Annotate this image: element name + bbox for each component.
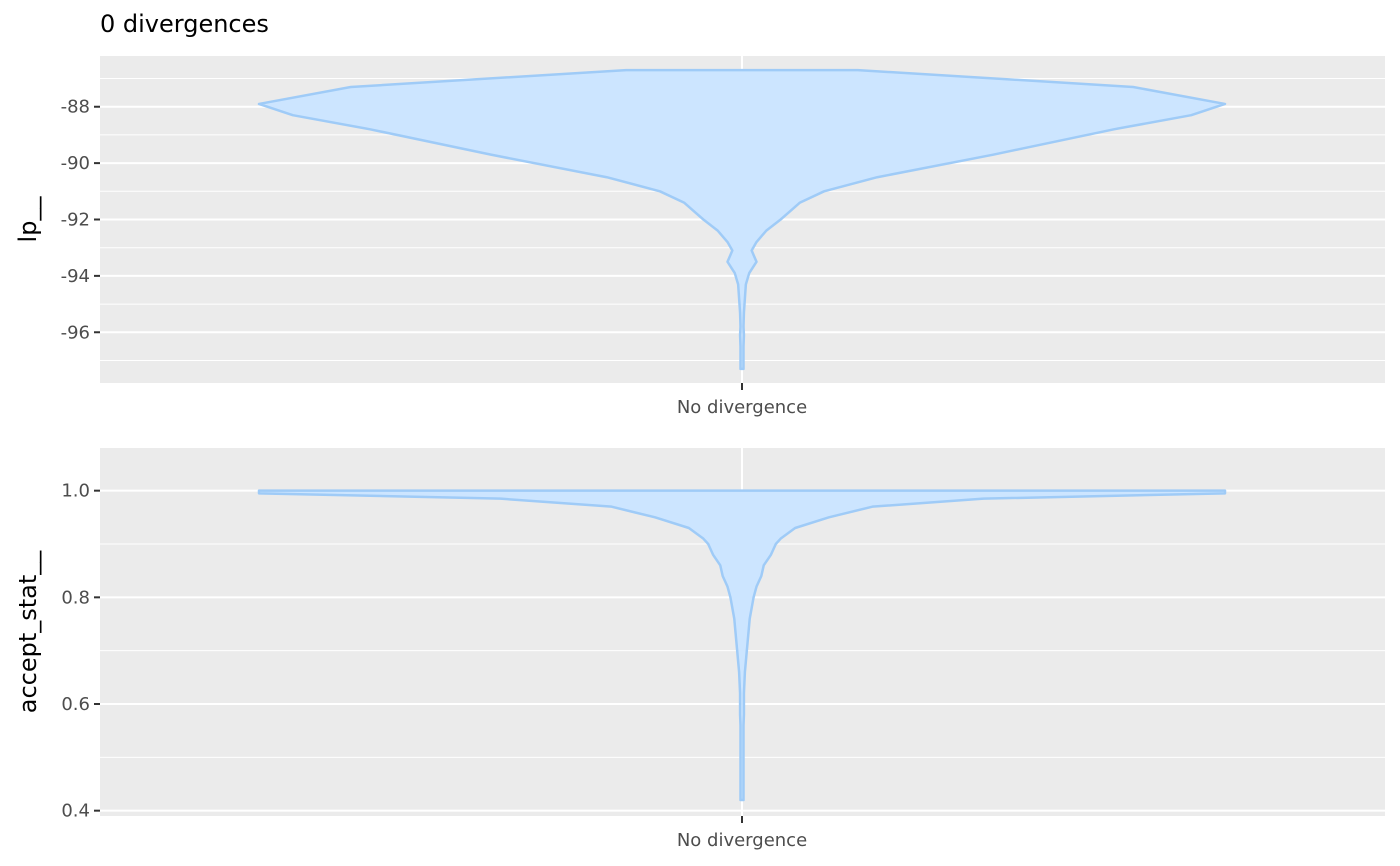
panel-2-y-tick-label: 0.4 — [61, 801, 90, 822]
panel-2-y-axis-title: accept_stat__ — [14, 550, 42, 714]
panel-2-y-tick-label: 0.8 — [61, 587, 90, 608]
panel-1-y-tick-label: -88 — [61, 97, 90, 118]
panel-1-y-tick-label: -96 — [61, 322, 90, 343]
panel-2-x-tick-label: No divergence — [677, 830, 807, 851]
panel-1-y-axis-title: lp__ — [14, 196, 42, 243]
panel-1-y-tick-label: -90 — [61, 153, 90, 174]
panel-1-y-tick-label: -94 — [61, 266, 90, 287]
panel-1-y-tick-label: -92 — [61, 210, 90, 231]
panel-2-y-tick-label: 1.0 — [61, 481, 90, 502]
panel-2-y-tick-label: 0.6 — [61, 694, 90, 715]
panel-1-x-tick-label: No divergence — [677, 397, 807, 418]
